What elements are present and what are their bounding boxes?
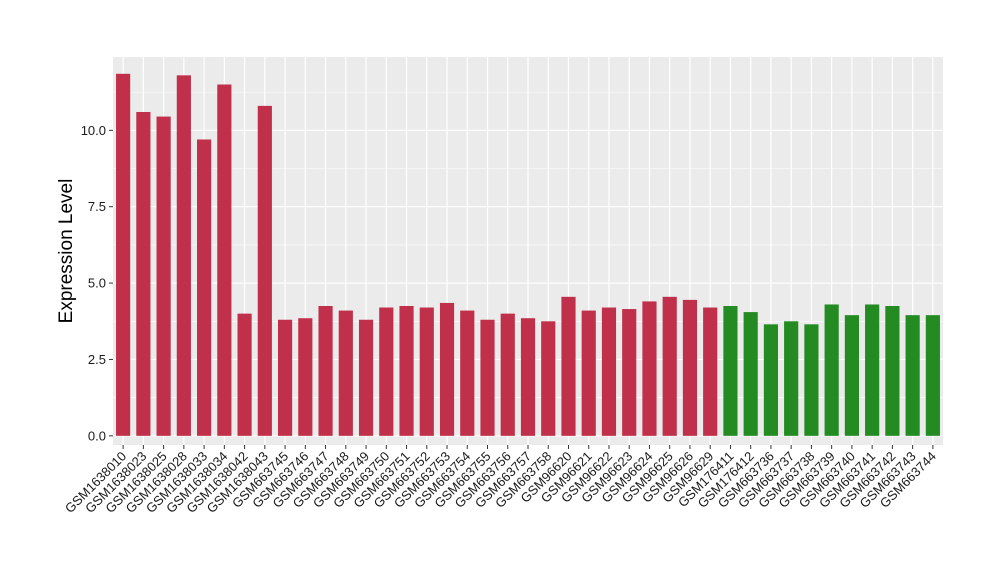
bar-gsm663742 — [885, 305, 900, 436]
bar-gsm96623 — [622, 309, 637, 436]
bar-gsm663755 — [480, 319, 495, 436]
bar-gsm1638010 — [116, 73, 131, 436]
bar-gsm663752 — [419, 307, 434, 436]
bar-gsm663736 — [763, 324, 779, 436]
bar-gsm663749 — [358, 319, 374, 436]
y-tick-label: 10.0 — [81, 123, 106, 138]
x-axis: GSM1638010GSM1638023GSM1638025GSM1638028… — [62, 445, 939, 516]
y-tick-label: 5.0 — [88, 276, 106, 291]
bar-gsm1638034 — [217, 84, 232, 436]
bar-gsm663740 — [844, 315, 859, 436]
bar-gsm663756 — [500, 313, 515, 436]
bars — [116, 73, 940, 436]
bar-gsm1638033 — [197, 139, 212, 436]
bar-gsm663747 — [318, 305, 333, 436]
y-tick-label: 2.5 — [88, 352, 106, 367]
y-tick-label: 7.5 — [88, 199, 106, 214]
bar-gsm96622 — [601, 307, 617, 436]
bar-gsm96629 — [703, 307, 718, 436]
bar-gsm663754 — [460, 310, 475, 436]
bar-gsm663753 — [439, 302, 455, 436]
bar-gsm663739 — [824, 304, 839, 436]
y-axis-title: Expression Level — [56, 179, 77, 324]
bar-gsm1638023 — [136, 111, 151, 436]
bar-gsm96620 — [561, 296, 576, 436]
bar-gsm663757 — [520, 318, 536, 436]
bar-gsm663745 — [277, 319, 293, 436]
bar-gsm663744 — [925, 315, 940, 436]
bar-gsm663750 — [379, 307, 394, 436]
bar-gsm96626 — [682, 299, 698, 436]
bar-gsm663738 — [804, 324, 819, 436]
y-axis: 0.0 2.5 5.0 7.5 10.0 — [81, 123, 113, 443]
bar-gsm1638042 — [237, 313, 252, 436]
bar-gsm96621 — [581, 310, 596, 436]
bar-gsm663751 — [399, 305, 414, 436]
bar-gsm176412 — [743, 312, 758, 436]
y-tick-label: 0.0 — [88, 428, 106, 443]
bar-gsm96625 — [662, 296, 677, 436]
bar-gsm663758 — [541, 321, 556, 436]
bar-gsm176411 — [723, 305, 738, 436]
bar-gsm663737 — [784, 321, 799, 436]
bar-gsm663741 — [865, 304, 880, 436]
bar-gsm663748 — [338, 310, 353, 436]
bar-gsm1638028 — [176, 75, 191, 436]
bar-gsm663743 — [905, 315, 920, 436]
bar-gsm96624 — [642, 301, 657, 436]
bar-gsm663746 — [298, 318, 313, 436]
bar-gsm1638043 — [257, 105, 272, 436]
bar-gsm1638025 — [156, 116, 171, 436]
